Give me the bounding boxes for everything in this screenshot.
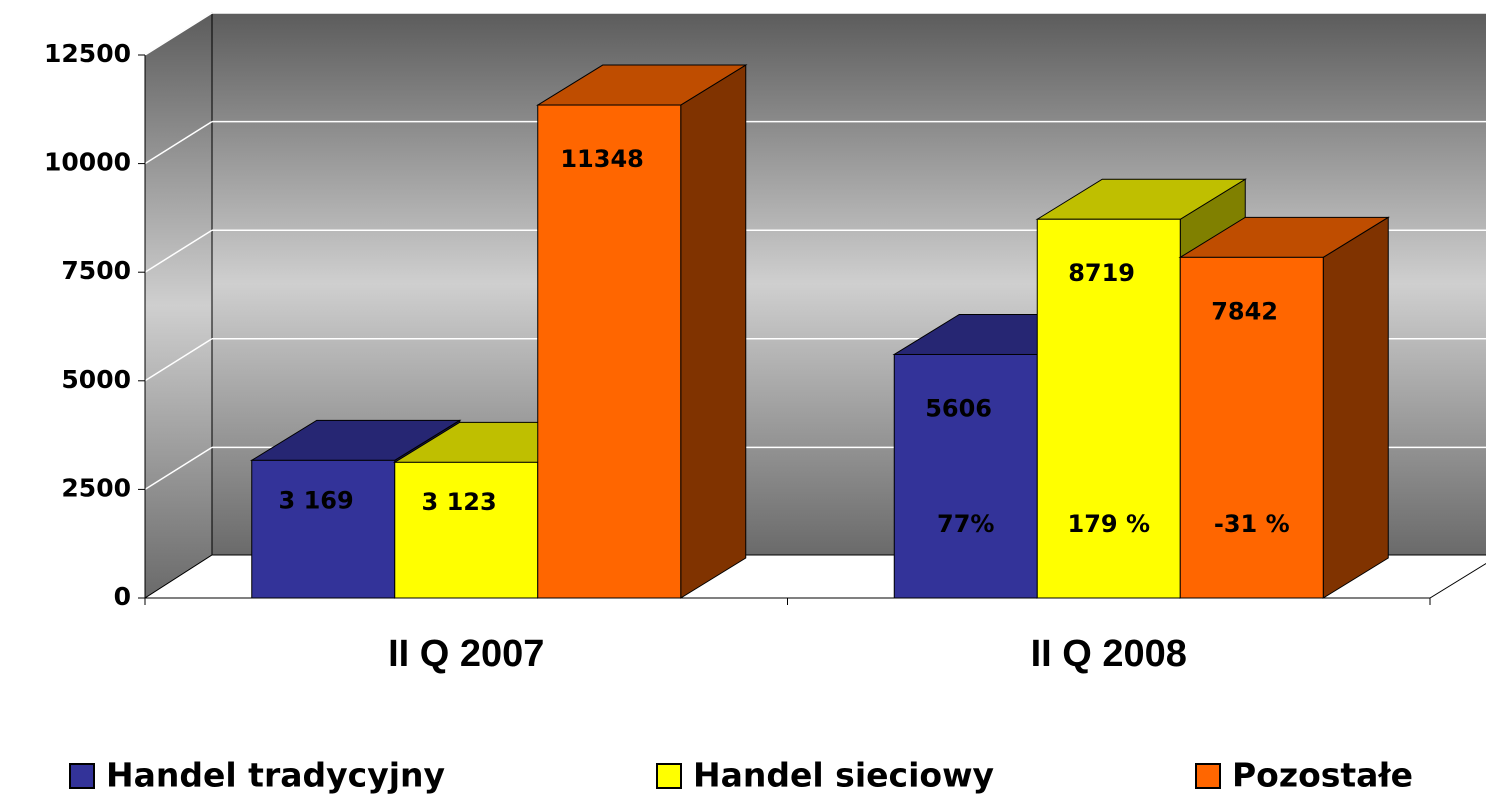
y-tick-label: 10000: [44, 148, 131, 177]
side-wall: [144, 12, 213, 599]
bar: [537, 104, 682, 599]
legend-label: Handel sieciowy: [693, 756, 994, 795]
y-tick-label: 7500: [61, 256, 131, 285]
data-label: 7842: [1211, 297, 1278, 325]
grid-line: [144, 229, 213, 273]
grid-line: [144, 12, 213, 56]
y-tick-label: 2500: [61, 473, 131, 502]
bar-side: [680, 64, 747, 599]
annotation: 77%: [937, 510, 994, 538]
x-tick-label: II Q 2007: [388, 633, 544, 675]
bar-side: [1322, 216, 1389, 599]
data-label: 8719: [1068, 259, 1135, 287]
data-label: 11348: [560, 145, 644, 173]
bar: [394, 461, 539, 599]
y-tick-label: 5000: [61, 365, 131, 394]
legend-label: Pozostałe: [1232, 756, 1413, 795]
data-label: 3 123: [422, 488, 497, 516]
legend-swatch: [656, 763, 682, 789]
x-tick-label: II Q 2008: [1031, 633, 1187, 675]
bar: [251, 459, 396, 599]
grid-line: [144, 120, 213, 165]
legend-swatch: [69, 763, 95, 789]
bar: [1036, 218, 1181, 599]
y-tick-label: 0: [114, 582, 131, 611]
data-label: 5606: [925, 394, 992, 422]
grid-line: [144, 338, 213, 382]
bar: [1179, 256, 1324, 599]
grid-line: [144, 446, 213, 491]
y-tick-label: 12500: [44, 39, 131, 68]
bar: [893, 353, 1038, 599]
legend-label: Handel tradycyjny: [106, 756, 445, 795]
annotation: 179 %: [1068, 510, 1151, 538]
legend-swatch: [1195, 763, 1221, 789]
annotation: -31 %: [1214, 510, 1290, 538]
data-label: 3 169: [279, 487, 354, 515]
